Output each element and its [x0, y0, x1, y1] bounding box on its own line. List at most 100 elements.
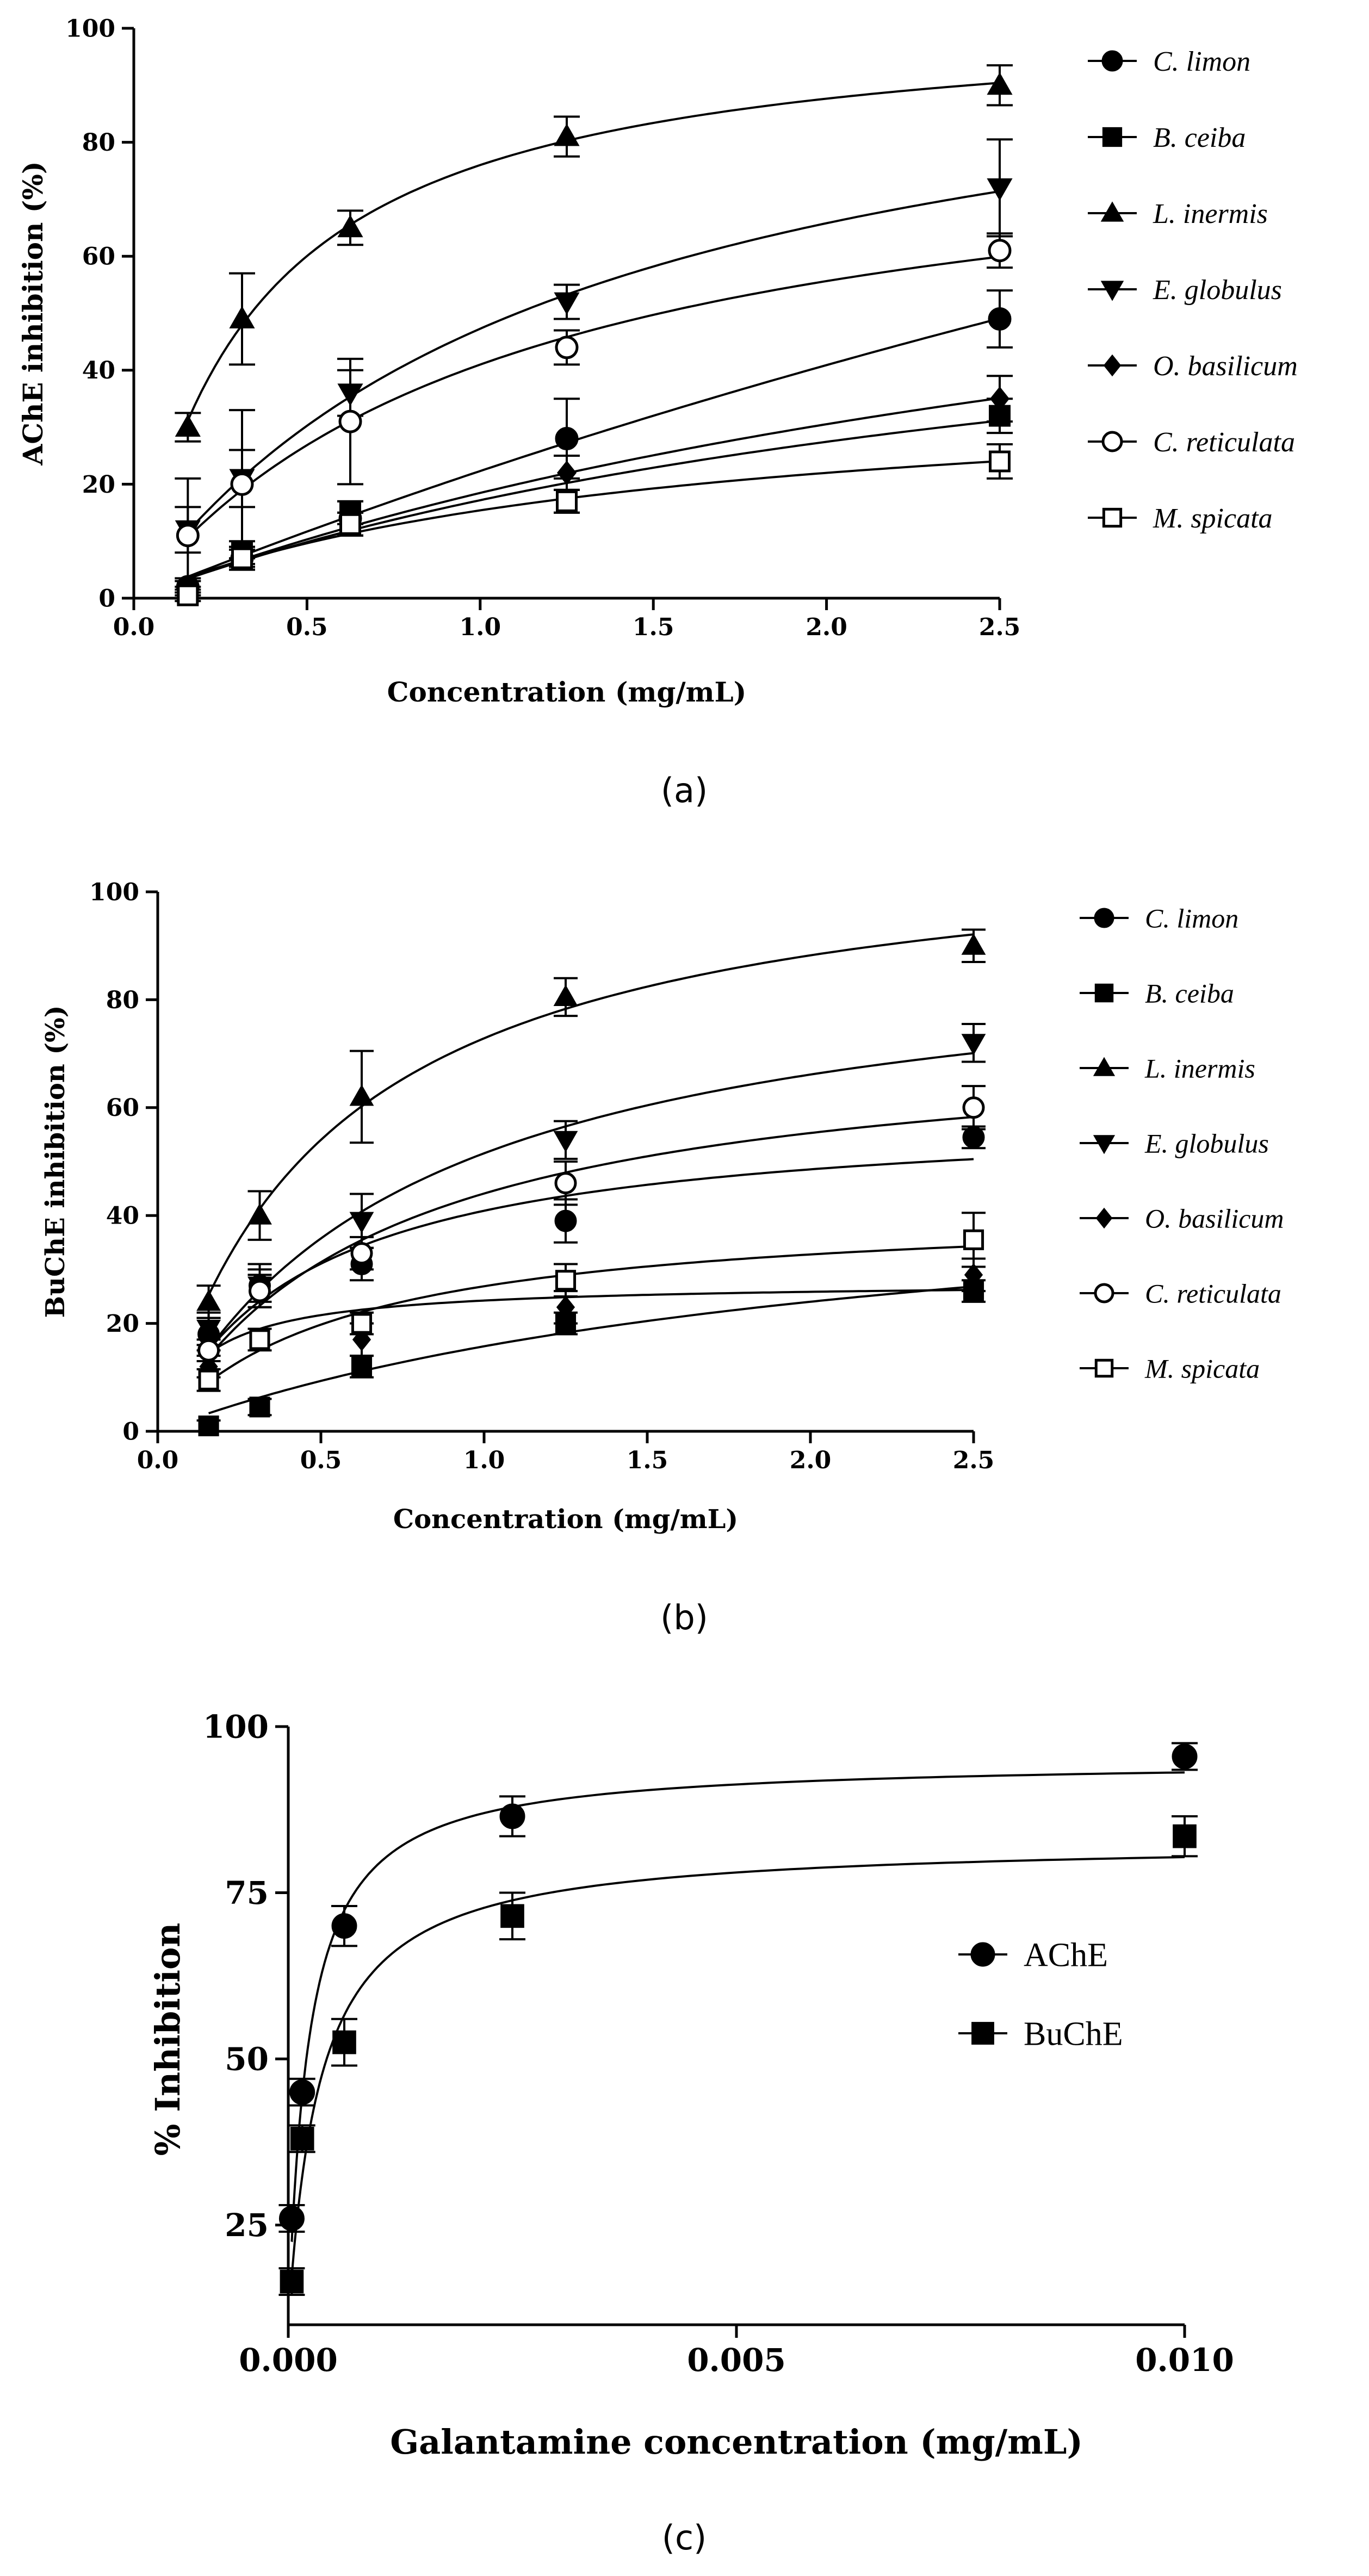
a-point-m-spicata-2	[339, 513, 361, 535]
panel-a-axes	[132, 28, 1000, 600]
panel-c-y-axis-title: % Inhibition	[148, 1923, 188, 2156]
b-x-tick-label-0-0: 0.0	[137, 1447, 179, 1474]
b-point-o-basilicum-4	[964, 1263, 983, 1287]
a-x-tick-label-2-5: 2.5	[979, 613, 1021, 641]
a-legend-item-b-ceiba: B. ceiba	[1088, 122, 1246, 153]
b-point-c-reticulata-1	[249, 1280, 271, 1302]
b-point-b-ceiba-1	[249, 1396, 270, 1418]
b-legend-marker-l-inermis	[1093, 1057, 1116, 1076]
b-legend-item-m-spicata: M. spicata	[1080, 1354, 1260, 1384]
b-fit-curve-m-spicata	[208, 1245, 974, 1383]
a-x-tick-label-2-0: 2.0	[806, 613, 847, 641]
a-legend-item-o-basilicum: O. basilicum	[1088, 351, 1298, 382]
a-point-c-reticulata-4	[988, 239, 1012, 263]
a-point-m-spicata-1	[231, 547, 253, 569]
b-y-tick-label-0: 0	[122, 1418, 139, 1445]
a-legend-item-c-limon: C. limon	[1088, 46, 1250, 77]
b-legend-label-m-spicata: M. spicata	[1144, 1354, 1260, 1384]
b-y-tick-label-80: 80	[106, 986, 139, 1014]
b-point-m-spicata-1	[249, 1329, 270, 1350]
c-point-buche-0	[280, 2269, 304, 2294]
b-y-tick-label-20: 20	[106, 1310, 139, 1338]
a-x-tick-label-0-5: 0.5	[286, 613, 328, 641]
panel-b-caption: (b)	[660, 1598, 708, 1637]
panel-a-chart: 0 20 40 60 80 100 0.0 0.5 1.0 1.5 2.0 2.5 AChE inh…	[17, 15, 1298, 810]
c-point-ache-2	[331, 1913, 357, 1939]
a-legend-label-c-reticulata: C. reticulata	[1153, 427, 1295, 458]
a-legend-label-b-ceiba: B. ceiba	[1153, 122, 1246, 153]
b-point-c-reticulata-2	[350, 1242, 373, 1265]
c-point-ache-4	[1172, 1743, 1198, 1770]
b-legend-marker-e-globulus	[1093, 1135, 1116, 1154]
b-fit-curve-c-limon	[208, 1158, 974, 1351]
a-legend-marker-l-inermis	[1100, 201, 1124, 222]
a-y-tick-label-40: 40	[82, 357, 115, 384]
a-fit-curve-l-inermis	[187, 82, 1000, 421]
a-legend-marker-e-globulus	[1100, 281, 1124, 301]
a-legend-item-m-spicata: M. spicata	[1088, 503, 1273, 534]
a-point-c-limon-3	[555, 427, 579, 451]
c-point-buche-2	[332, 2030, 356, 2054]
b-point-c-reticulata-0	[197, 1339, 220, 1362]
b-point-b-ceiba-3	[555, 1313, 577, 1334]
c-point-ache-0	[278, 2205, 305, 2231]
b-legend-item-c-limon: C. limon	[1080, 903, 1238, 934]
a-fit-curve-b-ceiba	[187, 419, 1000, 580]
panel-b-axes	[156, 892, 974, 1433]
b-legend-item-o-basilicum: O. basilicum	[1080, 1203, 1284, 1234]
a-legend-item-e-globulus: E. globulus	[1088, 275, 1282, 306]
b-x-tick-label-0-5: 0.5	[300, 1447, 342, 1474]
c-y-tick-label-50: 50	[225, 2040, 269, 2077]
b-legend-label-e-globulus: E. globulus	[1144, 1128, 1269, 1159]
c-y-tick-label-75: 75	[225, 1874, 269, 1911]
b-point-e-globulus-4	[961, 1034, 986, 1056]
b-x-tick-label-2-0: 2.0	[790, 1447, 832, 1474]
b-legend-label-c-limon: C. limon	[1145, 903, 1238, 934]
b-legend-marker-c-limon	[1094, 908, 1114, 928]
a-point-c-reticulata-0	[176, 524, 200, 548]
b-x-tick-label-1-0: 1.0	[463, 1447, 505, 1474]
a-legend-label-e-globulus: E. globulus	[1153, 275, 1282, 306]
a-point-l-inermis-0	[175, 414, 201, 437]
b-point-o-basilicum-3	[556, 1295, 575, 1319]
b-point-c-limon-4	[962, 1126, 985, 1149]
a-point-c-reticulata-3	[555, 336, 579, 359]
a-point-l-inermis-3	[554, 123, 580, 146]
b-y-tick-label-100: 100	[89, 878, 139, 906]
b-point-m-spicata-0	[198, 1369, 219, 1391]
b-point-l-inermis-1	[247, 1203, 272, 1225]
a-point-o-basilicum-4	[989, 386, 1010, 411]
b-point-c-limon-3	[554, 1209, 577, 1232]
a-legend-label-o-basilicum: O. basilicum	[1153, 351, 1298, 382]
a-point-m-spicata-0	[177, 584, 199, 606]
b-fit-curve-b-ceiba	[208, 1285, 974, 1414]
b-point-e-globulus-0	[196, 1319, 221, 1342]
b-legend-item-b-ceiba: B. ceiba	[1080, 978, 1234, 1009]
a-legend-marker-c-limon	[1101, 50, 1123, 72]
a-fit-curve-e-globulus	[187, 190, 1000, 532]
a-legend-item-c-reticulata: C. reticulata	[1088, 427, 1295, 458]
a-legend-marker-o-basilicum	[1103, 354, 1122, 377]
b-x-tick-label-1-5: 1.5	[627, 1447, 668, 1474]
b-point-m-spicata-4	[963, 1229, 984, 1250]
a-y-tick-label-20: 20	[82, 471, 115, 499]
a-fit-curve-m-spicata	[187, 460, 1000, 579]
b-legend-item-e-globulus: E. globulus	[1080, 1128, 1269, 1159]
a-x-tick-label-0-0: 0.0	[113, 613, 155, 641]
panel-c-x-axis-title: Galantamine concentration (mg/mL)	[390, 2422, 1083, 2462]
a-point-m-spicata-4	[989, 450, 1011, 473]
a-point-o-basilicum-3	[556, 460, 577, 485]
b-fit-curve-c-reticulata	[208, 1116, 974, 1358]
b-legend-marker-c-reticulata	[1094, 1283, 1114, 1303]
b-legend-item-l-inermis: L. inermis	[1080, 1053, 1255, 1084]
a-point-l-inermis-4	[987, 72, 1013, 95]
b-point-o-basilicum-2	[352, 1327, 371, 1351]
b-point-e-globulus-3	[553, 1131, 578, 1153]
b-fit-curve-e-globulus	[208, 1052, 974, 1350]
a-legend-marker-b-ceiba	[1102, 127, 1123, 147]
b-point-m-spicata-2	[351, 1313, 373, 1334]
c-legend-marker-buche	[971, 2022, 994, 2045]
b-y-tick-label-60: 60	[106, 1094, 139, 1122]
a-point-e-globulus-3	[554, 292, 580, 315]
b-point-l-inermis-3	[553, 984, 578, 1006]
